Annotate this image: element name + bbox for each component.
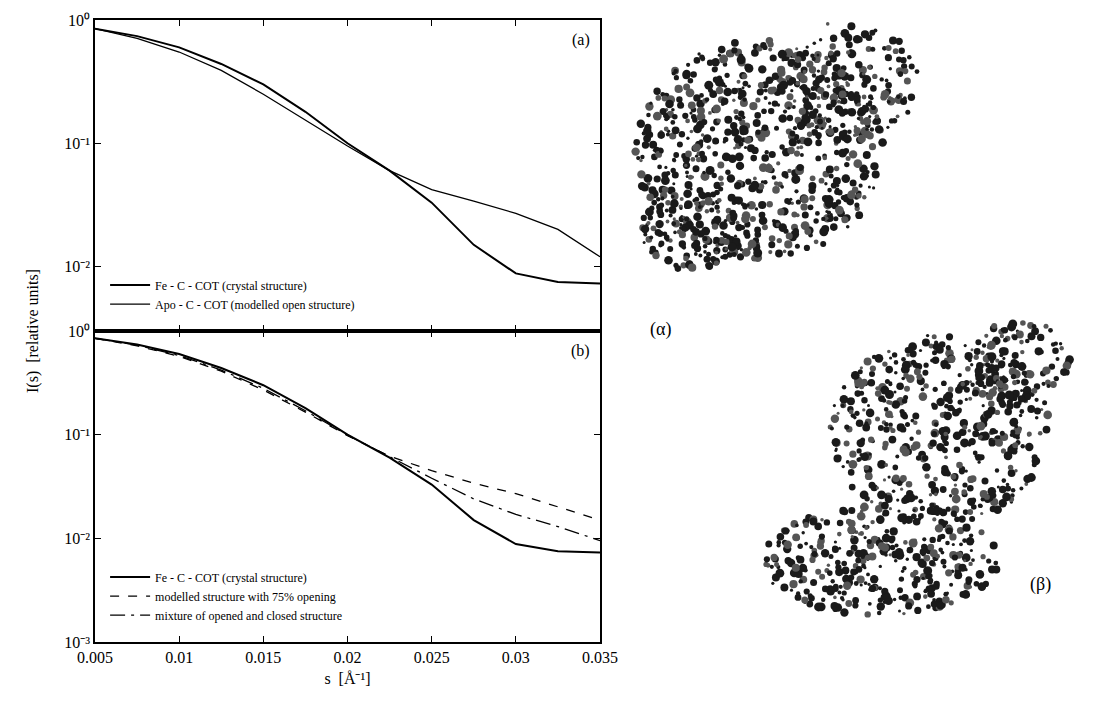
svg-text:10⁰: 10⁰: [68, 12, 90, 29]
svg-text:(a): (a): [572, 31, 590, 49]
svg-text:10⁻¹: 10⁻¹: [64, 426, 90, 443]
svg-text:10⁻²: 10⁻²: [64, 258, 90, 275]
svg-text:mixture of opened and closed s: mixture of opened and closed structure: [155, 609, 342, 623]
svg-text:0.02: 0.02: [334, 649, 362, 666]
svg-text:10⁻¹: 10⁻¹: [64, 135, 90, 152]
svg-text:(β): (β): [1030, 574, 1051, 595]
svg-text:0.015: 0.015: [245, 649, 281, 666]
svg-text:s [Å⁻¹]: s [Å⁻¹]: [324, 670, 370, 687]
svg-text:10⁰: 10⁰: [68, 323, 90, 340]
svg-text:I(s) [relative units]: I(s) [relative units]: [24, 269, 42, 393]
svg-text:0.005: 0.005: [77, 649, 113, 666]
svg-text:10⁻²: 10⁻²: [64, 530, 90, 547]
svg-text:Apo - C - COT (modelled open s: Apo - C - COT (modelled open structure): [155, 298, 354, 312]
svg-text:(b): (b): [571, 342, 590, 360]
svg-text:modelled structure with 75% op: modelled structure with 75% opening: [155, 590, 336, 604]
svg-text:0.01: 0.01: [165, 649, 193, 666]
svg-text:0.03: 0.03: [502, 649, 530, 666]
svg-text:Fe - C - COT (crystal structur: Fe - C - COT (crystal structure): [155, 279, 307, 293]
svg-text:10⁻³: 10⁻³: [64, 634, 90, 651]
svg-text:Fe - C - COT (crystal structur: Fe - C - COT (crystal structure): [155, 571, 307, 585]
svg-text:0.025: 0.025: [414, 649, 450, 666]
svg-text:(α): (α): [650, 319, 671, 340]
svg-text:0.035: 0.035: [582, 649, 618, 666]
